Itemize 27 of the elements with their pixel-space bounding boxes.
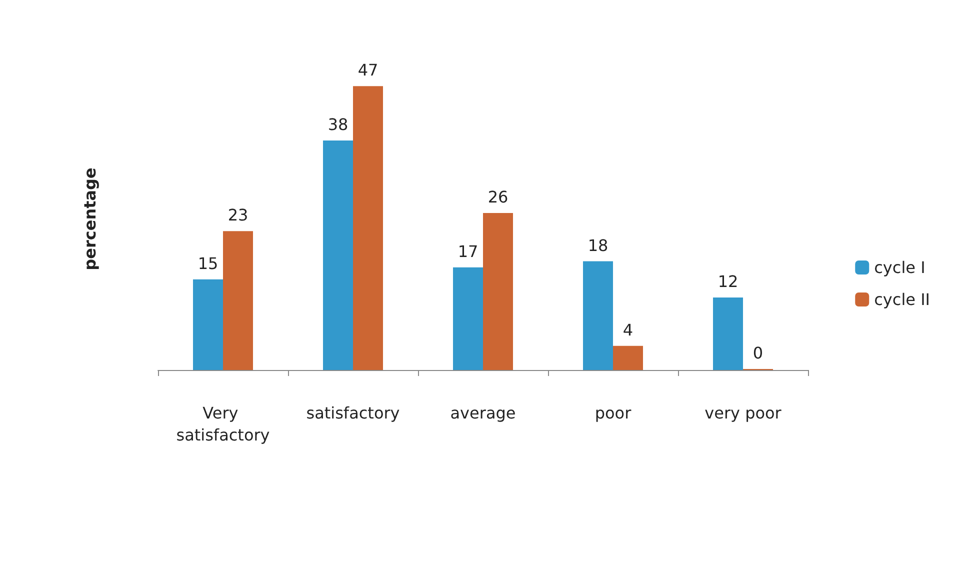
- x-tick-label: average: [450, 404, 516, 422]
- bar: [193, 279, 223, 370]
- bar: [483, 212, 513, 370]
- data-label: 4: [622, 320, 634, 340]
- data-label: 47: [358, 60, 378, 80]
- data-label: 12: [718, 272, 738, 292]
- x-tick-label: very poor: [704, 404, 782, 422]
- bar: [713, 298, 743, 370]
- data-label: 23: [228, 206, 248, 225]
- data-label: 17: [458, 242, 478, 261]
- data-label: 18: [588, 236, 608, 255]
- bar: [323, 140, 353, 370]
- data-label: 26: [488, 187, 508, 206]
- bar: [583, 261, 613, 370]
- bar: [223, 231, 253, 370]
- bar: [613, 346, 643, 370]
- bar: [453, 267, 483, 370]
- data-label: 38: [328, 114, 348, 134]
- data-label: 0: [752, 344, 764, 362]
- data-label: 15: [198, 254, 218, 273]
- legend-label: cycle II: [874, 290, 930, 309]
- legend-label: cycle I: [874, 258, 926, 277]
- x-tick-label: satisfactory: [306, 404, 400, 422]
- y-axis-title: percentage: [80, 168, 100, 270]
- bar: [353, 86, 383, 370]
- x-tick-label: Very satisfactory: [176, 404, 270, 444]
- x-tick-label: poor: [594, 404, 632, 422]
